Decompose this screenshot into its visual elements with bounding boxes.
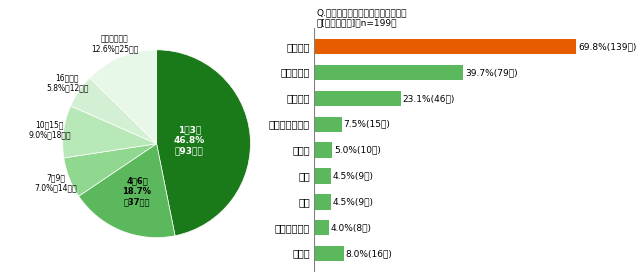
Text: 7〜9回
7.0%（14人）: 7〜9回 7.0%（14人） xyxy=(35,173,77,193)
Bar xyxy=(314,142,332,158)
Bar xyxy=(314,168,330,184)
Text: 数え切れない
12.6%（25人）: 数え切れない 12.6%（25人） xyxy=(92,34,139,54)
Text: 4〜6回
18.7%
（37人）: 4〜6回 18.7% （37人） xyxy=(122,177,152,206)
Wedge shape xyxy=(79,144,175,238)
Text: ドライブ: ドライブ xyxy=(286,93,310,103)
Bar xyxy=(314,39,577,54)
Bar xyxy=(314,220,329,235)
Text: 16回以上
5.8%（12人）: 16回以上 5.8%（12人） xyxy=(46,73,88,93)
Wedge shape xyxy=(90,50,157,144)
Bar xyxy=(314,246,344,261)
Text: その他: その他 xyxy=(292,249,310,259)
Text: 水族館・動物園: 水族館・動物園 xyxy=(269,119,310,129)
Wedge shape xyxy=(63,106,157,158)
Text: スポーツ観戦: スポーツ観戦 xyxy=(275,223,310,233)
Text: 遊園地: 遊園地 xyxy=(292,145,310,155)
Text: 23.1%(46人): 23.1%(46人) xyxy=(403,94,455,103)
Wedge shape xyxy=(157,50,250,236)
Bar xyxy=(314,116,342,132)
Bar xyxy=(314,91,401,106)
Text: 映画: 映画 xyxy=(298,197,310,207)
Text: お買い物: お買い物 xyxy=(286,42,310,52)
Bar xyxy=(314,65,463,80)
Text: 5.0%(10人): 5.0%(10人) xyxy=(334,146,381,155)
Text: 4.5%(9人): 4.5%(9人) xyxy=(332,172,373,180)
Text: 39.7%(79人): 39.7%(79人) xyxy=(465,68,518,77)
Bar xyxy=(314,194,330,210)
Wedge shape xyxy=(70,78,157,144)
Text: 10〜15回
9.0%（18人）: 10〜15回 9.0%（18人） xyxy=(28,120,71,139)
Text: 69.8%(139人): 69.8%(139人) xyxy=(579,42,637,51)
Text: 8.0%(16人): 8.0%(16人) xyxy=(346,249,392,258)
Text: Q.その行き先はどこが多いですか？
　[複数回答可]（n=199）: Q.その行き先はどこが多いですか？ [複数回答可]（n=199） xyxy=(317,8,407,28)
Text: レストラン: レストラン xyxy=(280,68,310,78)
Text: 7.5%(15人): 7.5%(15人) xyxy=(344,120,390,129)
Text: 4.5%(9人): 4.5%(9人) xyxy=(332,197,373,206)
Text: 公園: 公園 xyxy=(298,171,310,181)
Text: 4.0%(8人): 4.0%(8人) xyxy=(330,223,372,232)
Wedge shape xyxy=(64,144,157,196)
Text: 1〜3回
46.8%
（93人）: 1〜3回 46.8% （93人） xyxy=(173,126,205,155)
